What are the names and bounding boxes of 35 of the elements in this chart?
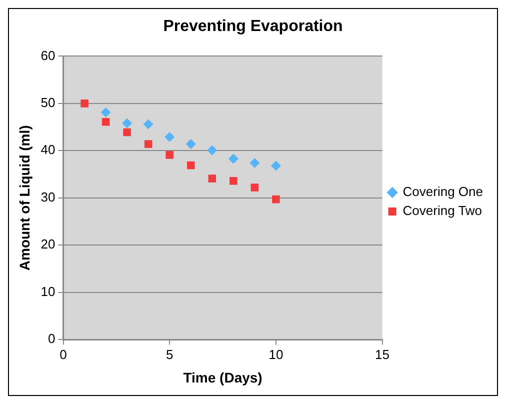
y-tick-label: 60 bbox=[40, 48, 56, 63]
point bbox=[250, 158, 260, 168]
x-axis-title: Time (Days) bbox=[183, 369, 262, 386]
point bbox=[143, 119, 154, 130]
point bbox=[123, 128, 131, 136]
point bbox=[100, 107, 111, 118]
legend-label: Covering One bbox=[402, 184, 484, 200]
point bbox=[270, 160, 281, 171]
point bbox=[207, 145, 218, 156]
x-tick-label: 5 bbox=[166, 346, 174, 362]
point bbox=[122, 118, 132, 128]
point bbox=[164, 132, 175, 142]
point bbox=[80, 100, 88, 108]
point bbox=[102, 118, 110, 126]
x-tick-label: 0 bbox=[60, 346, 67, 362]
point bbox=[250, 184, 259, 192]
point bbox=[186, 139, 196, 150]
legend-label: Covering Two bbox=[402, 203, 482, 218]
x-tick-label: 15 bbox=[375, 346, 390, 362]
y-tick-label: 0 bbox=[48, 331, 56, 346]
y-tick-label: 50 bbox=[40, 95, 56, 110]
y-tick-label: 10 bbox=[40, 284, 56, 299]
y-axis-title: Amount of Liquid (ml) bbox=[16, 125, 32, 271]
point bbox=[208, 174, 216, 182]
point bbox=[230, 177, 238, 185]
point bbox=[272, 195, 280, 204]
y-tick-label: 30 bbox=[40, 189, 56, 204]
point bbox=[186, 161, 195, 170]
point bbox=[144, 140, 152, 148]
point bbox=[166, 151, 174, 159]
chart-title: Preventing Evaporation bbox=[163, 18, 343, 36]
x-tick-label: 10 bbox=[268, 346, 284, 362]
y-tick-label: 40 bbox=[40, 142, 56, 158]
y-tick-label: 20 bbox=[40, 236, 56, 252]
point bbox=[228, 154, 238, 164]
